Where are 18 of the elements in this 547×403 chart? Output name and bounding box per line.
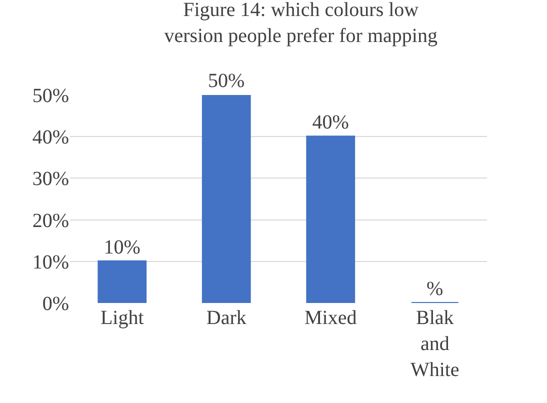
x-tick-label: Mixed	[304, 307, 357, 329]
y-tick-label: 0%	[42, 293, 69, 315]
y-tick-label: 10%	[32, 251, 69, 274]
x-tick-label: Dark	[206, 307, 246, 329]
data-label: 10%	[104, 236, 140, 258]
y-tick-label: 30%	[32, 168, 69, 190]
y-tick-label: 50%	[32, 85, 69, 107]
bar	[98, 260, 147, 303]
data-label: %	[426, 278, 444, 300]
x-tick-label: Light	[100, 307, 144, 329]
data-label: 40%	[312, 112, 349, 134]
bar	[306, 136, 356, 303]
bar	[202, 95, 251, 303]
x-tick-label: Blak and White	[410, 307, 460, 381]
y-tick-label: 20%	[32, 210, 69, 232]
y-tick-label: 40%	[32, 126, 69, 149]
data-label: 50%	[208, 70, 245, 92]
chart-title: Figure 14: which colours low version people prefer for mapping	[164, 0, 438, 48]
